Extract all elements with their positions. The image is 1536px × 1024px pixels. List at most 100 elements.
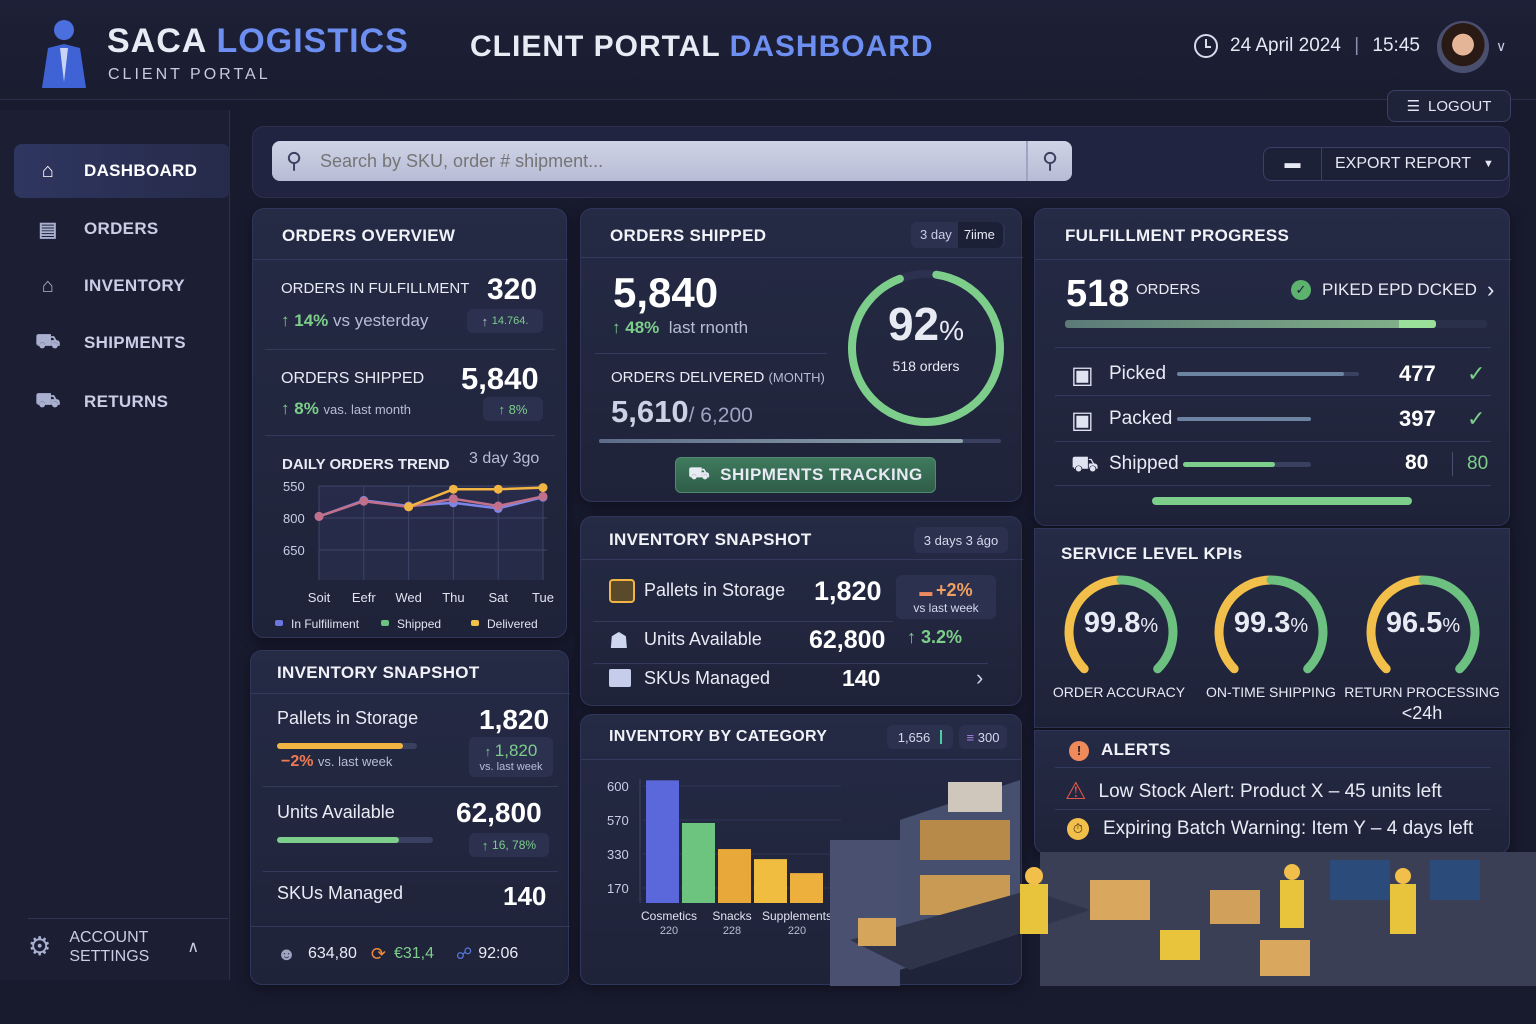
card-title: INVENTORY SNAPSHOT [277, 663, 480, 682]
legend-label: Shipped [397, 617, 441, 631]
metric-label: SKUs Managed [644, 668, 771, 688]
change-value: 48% [625, 318, 660, 337]
x-tick-label: Tue [532, 590, 554, 605]
logout-button[interactable]: ☰ LOGOUT [1387, 90, 1511, 122]
link-icon: ☍ [456, 946, 473, 963]
metric-label: SKUs Managed [277, 883, 404, 903]
shipments-tracking-button[interactable]: ⛟ SHIPMENTS TRACKING [675, 457, 936, 493]
users-icon: ☻ [277, 943, 296, 964]
account-settings[interactable]: ⚙ ACCOUNT SETTINGS ∧ [28, 918, 228, 974]
account-settings-label: ACCOUNT SETTINGS [69, 928, 150, 965]
x-tick-value: 220 [788, 925, 806, 937]
row-extra: 80 [1467, 453, 1489, 474]
bar [646, 780, 679, 903]
pallets-bar [277, 743, 417, 749]
metric-label: Pallets in Storage [277, 708, 419, 728]
card-icon: ▬ [1264, 148, 1322, 180]
row-value: 397 [1399, 406, 1436, 431]
chevron-right-icon[interactable]: › [976, 665, 984, 690]
data-point [314, 511, 324, 521]
kpi-gauge [1064, 575, 1178, 689]
toggle-time[interactable]: 7iime [957, 222, 1003, 248]
inventory-snapshot-left-card: INVENTORY SNAPSHOT Pallets in Storage 1,… [250, 650, 570, 985]
inventory-category-chart: 600 570 330 170 Cosmetics 220 Snacks 228 Supplem… [607, 779, 841, 937]
metric-label: ORDERS IN FULFILLMENT [281, 280, 470, 297]
chevron-right-icon: › [1486, 277, 1495, 302]
row-label: Packed [1109, 408, 1173, 429]
export-report-button[interactable]: ▬ EXPORT REPORT ▼ [1263, 147, 1509, 181]
data-point [493, 501, 503, 511]
alert-item[interactable]: ⏱ Expiring Batch Warning: Item Y – 4 days… [1067, 818, 1473, 840]
truck-icon: ⛟ [35, 330, 61, 353]
fulfillment-progress-bar [1065, 320, 1487, 328]
kpi-labels: ORDER ACCURACY ON-TIME SHIPPING RETURN P… [1034, 683, 1510, 727]
metric-value: 5,840 [461, 361, 539, 396]
sidebar-item-label: RETURNS [84, 392, 169, 411]
sidebar-item-dashboard[interactable]: ⌂ DASHBOARD [14, 144, 230, 198]
warning-icon: ⚠ [1065, 778, 1087, 805]
trend-range: 3 day 3go [469, 450, 540, 467]
gauge-arc-low [1214, 575, 1328, 689]
revenue-stat: €31,4 [393, 945, 435, 962]
ring-value: 92 [887, 298, 940, 350]
kpi-gauge [1214, 575, 1328, 689]
data-point [493, 484, 503, 494]
document-icon: ▤ [38, 218, 58, 241]
data-point [404, 502, 414, 512]
metric-label: Units Available [277, 802, 395, 822]
metric-value: 320 [487, 273, 538, 306]
alerts-title: ALERTS [1101, 740, 1171, 759]
legend-label: Delivered [487, 617, 538, 631]
bottom-stats: ☻ 634,80 ⟳ €31,4 ☍ 92:06 [277, 939, 567, 969]
legend-label: In Fulfiliment [291, 617, 360, 631]
search-input[interactable] [320, 141, 1020, 181]
metric-label: Pallets in Storage [644, 580, 786, 600]
kpi-number: 99.8 [1083, 607, 1141, 639]
trend-icon: ▬ [919, 583, 937, 599]
card-title: ORDERS SHIPPED [610, 226, 767, 245]
change-text: vs. last week [317, 754, 393, 769]
x-tick-label: Eefr [352, 590, 377, 605]
toggle-3-day[interactable]: 3 day [920, 227, 952, 242]
card-title: INVENTORY BY CATEGORY [609, 728, 828, 745]
arrow-up-icon: ↑ [907, 627, 922, 647]
kpi-value: 99.8% [1056, 607, 1186, 640]
chevron-down-icon[interactable]: ∨ [1496, 38, 1507, 54]
box-icon: ▣ [1071, 362, 1094, 389]
series-line [318, 495, 544, 518]
search-button[interactable]: ⚲ [1026, 141, 1072, 181]
sidebar-item-shipments[interactable]: ⛟ SHIPMENTS [14, 316, 230, 370]
truck-icon: ⛟ [688, 464, 711, 483]
series-line [408, 486, 544, 508]
fulfillment-progress-card: FULFILLMENT PROGRESS 518 ORDERS ✓ PIKED E… [1034, 208, 1511, 526]
bar [682, 822, 715, 903]
data-point [448, 484, 458, 494]
y-tick-label: 170 [607, 881, 629, 896]
status-link[interactable]: ✓ PIKED EPD DCKED › [1291, 277, 1494, 303]
alert-text: Low Stock Alert: Product X – 45 units le… [1098, 780, 1442, 802]
check-icon: ✓ [1467, 361, 1486, 386]
gauge-arc-high [1214, 575, 1328, 689]
range-badge[interactable]: 3 days 3 ágo [914, 527, 1008, 553]
delivered-total: / 6,200 [688, 404, 753, 427]
arrow-up-icon: ↑ [481, 837, 493, 853]
truck-icon: ⛟ [1071, 451, 1099, 476]
kpi-unit: % [1290, 615, 1309, 637]
units-bar [277, 837, 433, 843]
x-tick-label: Cosmetics [641, 909, 697, 923]
x-tick-label: Soit [308, 590, 331, 605]
sidebar-item-inventory[interactable]: ⌂ INVENTORY [14, 259, 230, 313]
data-point [538, 483, 548, 493]
row-value: 477 [1399, 361, 1436, 386]
gauge-arc-low [1064, 575, 1178, 689]
orders-shipped-card: ORDERS SHIPPED 3 day 7iime 5,840 ↑ 48% la… [580, 208, 1023, 502]
alert-item[interactable]: ⚠ Low Stock Alert: Product X – 45 units l… [1065, 777, 1442, 806]
exchange-icon: ⟳ [370, 943, 386, 964]
page-title-accent: DASHBOARD [729, 30, 934, 63]
sidebar-item-returns[interactable]: ⛟ RETURNS [14, 375, 230, 429]
sidebar-item-orders[interactable]: ▤ ORDERS [14, 202, 230, 256]
gear-icon: ⚙ [28, 931, 52, 961]
caret-down-icon: ▼ [1483, 158, 1494, 170]
avatar[interactable] [1437, 21, 1489, 73]
alert-text: Expiring Batch Warning: Item Y – 4 days … [1103, 818, 1474, 839]
